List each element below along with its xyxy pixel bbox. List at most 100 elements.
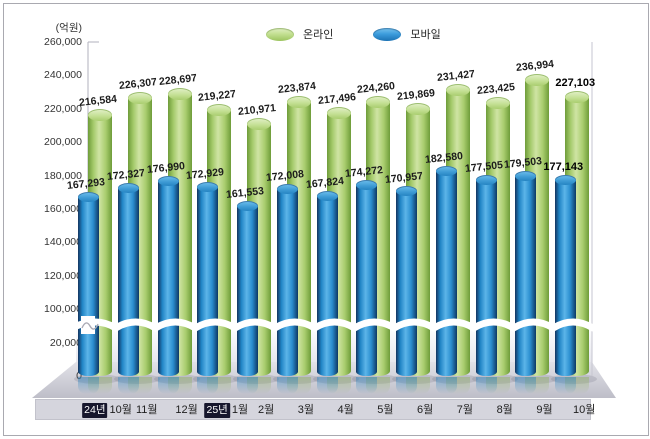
- mobile-bar: [515, 171, 537, 376]
- year-badge: 25년: [204, 403, 230, 418]
- x-axis-strip: [35, 399, 591, 420]
- mobile-bar-body: [157, 180, 179, 376]
- mobile-legend-marker-icon: [373, 27, 402, 41]
- mobile-bar-reflection: [78, 377, 99, 394]
- online-value-label: 227,103: [555, 76, 596, 89]
- y-axis-tick-label: 0: [76, 370, 82, 382]
- mobile-bar-cap: [237, 201, 259, 212]
- online-bar-cap: [207, 104, 232, 117]
- mobile-bar-reflection: [515, 377, 537, 394]
- mobile-bar-reflection: [475, 377, 497, 394]
- x-axis-month-label: 5월: [377, 404, 394, 416]
- y-axis-unit-label: (억원): [55, 22, 82, 34]
- mobile-bar: [396, 185, 418, 376]
- mobile-bar-cap: [555, 175, 577, 186]
- mobile-legend-label: 모바일: [410, 29, 441, 41]
- mobile-bar-reflection: [356, 377, 378, 394]
- mobile-bar-reflection: [435, 377, 457, 394]
- x-axis-month-label: 9월: [536, 404, 553, 416]
- mobile-bar-cap: [117, 183, 139, 194]
- online-bar-cap: [286, 96, 311, 109]
- x-axis-month-label: 7월: [456, 404, 474, 416]
- y-axis-tick-label: 260,000: [44, 36, 82, 48]
- mobile-bar-reflection: [117, 377, 139, 394]
- online-bar-cap: [445, 83, 470, 96]
- online-bar-cap: [366, 95, 391, 108]
- online-legend-label: 온라인: [303, 29, 334, 41]
- y-axis-tick-label: 200,000: [44, 136, 82, 149]
- mobile-bar: [475, 174, 497, 376]
- mobile-bar: [157, 175, 179, 376]
- mobile-bar-body: [78, 196, 99, 376]
- x-axis-month-label: 6월: [417, 404, 434, 416]
- y-axis-tick-label: 220,000: [44, 102, 82, 115]
- online-bar-cap: [167, 88, 192, 101]
- mobile-bar-body: [475, 179, 497, 376]
- mobile-bar: [356, 180, 378, 376]
- mobile-bar-cap: [197, 182, 219, 193]
- y-axis-tick-label: 20,000: [49, 336, 82, 349]
- mobile-bar-body: [276, 188, 298, 376]
- mobile-bar: [555, 175, 577, 376]
- chart-frame: (억원) 온라인 모바일 260,000 240,000 220,000 200,00…: [3, 3, 649, 436]
- online-bar-cap: [406, 103, 431, 116]
- mobile-bar-body: [117, 188, 139, 376]
- mobile-bar-cap: [475, 174, 497, 185]
- y-axis-tick-label: 160,000: [44, 203, 82, 215]
- mobile-bar-cap: [78, 191, 99, 202]
- mobile-bar-cap: [316, 190, 338, 201]
- x-axis-month-label: 3월: [297, 404, 314, 416]
- mobile-bar-body: [356, 185, 378, 376]
- mobile-bar-body: [515, 176, 537, 376]
- mobile-bar: [316, 190, 338, 376]
- online-legend-marker-icon: [266, 27, 294, 41]
- y-axis-tick-label: 240,000: [44, 69, 82, 82]
- mobile-bar-reflection: [197, 377, 219, 394]
- mobile-bar: [237, 201, 259, 376]
- mobile-bar: [117, 183, 139, 376]
- mobile-bar-body: [555, 180, 577, 376]
- mobile-bar-cap: [356, 180, 378, 191]
- y-axis-tick-label: 100,000: [44, 303, 82, 316]
- online-bar-cap: [88, 108, 112, 121]
- mobile-bar-body: [396, 190, 418, 376]
- legend: 온라인 모바일: [266, 26, 441, 42]
- x-axis-month-label: 12월: [175, 404, 198, 416]
- mobile-bar-reflection: [316, 377, 338, 394]
- mobile-bar-cap: [276, 183, 298, 194]
- y-axis-tick-label: 180,000: [44, 169, 82, 182]
- mobile-bar: [435, 166, 457, 376]
- x-axis-month-label: 11월: [135, 404, 158, 416]
- mobile-bar-reflection: [555, 377, 577, 394]
- mobile-bar: [197, 182, 219, 376]
- x-axis-month-label: 10월: [573, 404, 596, 416]
- year-badge: 24년: [82, 403, 108, 418]
- y-axis-tick-label: 120,000: [44, 269, 82, 282]
- mobile-bar-cap: [435, 166, 457, 177]
- x-axis-month-label: 25년 1월: [204, 403, 249, 418]
- online-bar-cap: [247, 117, 272, 130]
- y-axis-tick-label: 140,000: [44, 236, 82, 249]
- mobile-bar-body: [435, 171, 457, 376]
- mobile-bar-body: [197, 187, 219, 376]
- mobile-bar: [276, 183, 298, 376]
- mobile-bar-cap: [515, 171, 537, 182]
- online-bar-cap: [127, 92, 152, 105]
- x-axis-month-label: 4월: [337, 404, 354, 416]
- mobile-value-label: 177,143: [543, 161, 584, 174]
- x-axis-month-label: 2월: [257, 404, 275, 416]
- mobile-bar-body: [316, 195, 338, 376]
- legend-item-mobile: 모바일: [373, 26, 441, 42]
- mobile-bar: [78, 191, 99, 376]
- mobile-bar-reflection: [276, 377, 298, 394]
- x-axis-month-label: 24년 10월: [82, 403, 132, 418]
- mobile-bar-reflection: [237, 377, 259, 394]
- legend-item-online: 온라인: [266, 26, 333, 42]
- mobile-bar-reflection: [157, 377, 179, 394]
- mobile-bar-body: [237, 206, 259, 376]
- mobile-bar-cap: [157, 175, 179, 186]
- mobile-bar-cap: [396, 185, 418, 196]
- online-bar-cap: [485, 97, 510, 110]
- mobile-bar-reflection: [396, 377, 418, 394]
- x-axis-month-label: 8월: [496, 404, 513, 416]
